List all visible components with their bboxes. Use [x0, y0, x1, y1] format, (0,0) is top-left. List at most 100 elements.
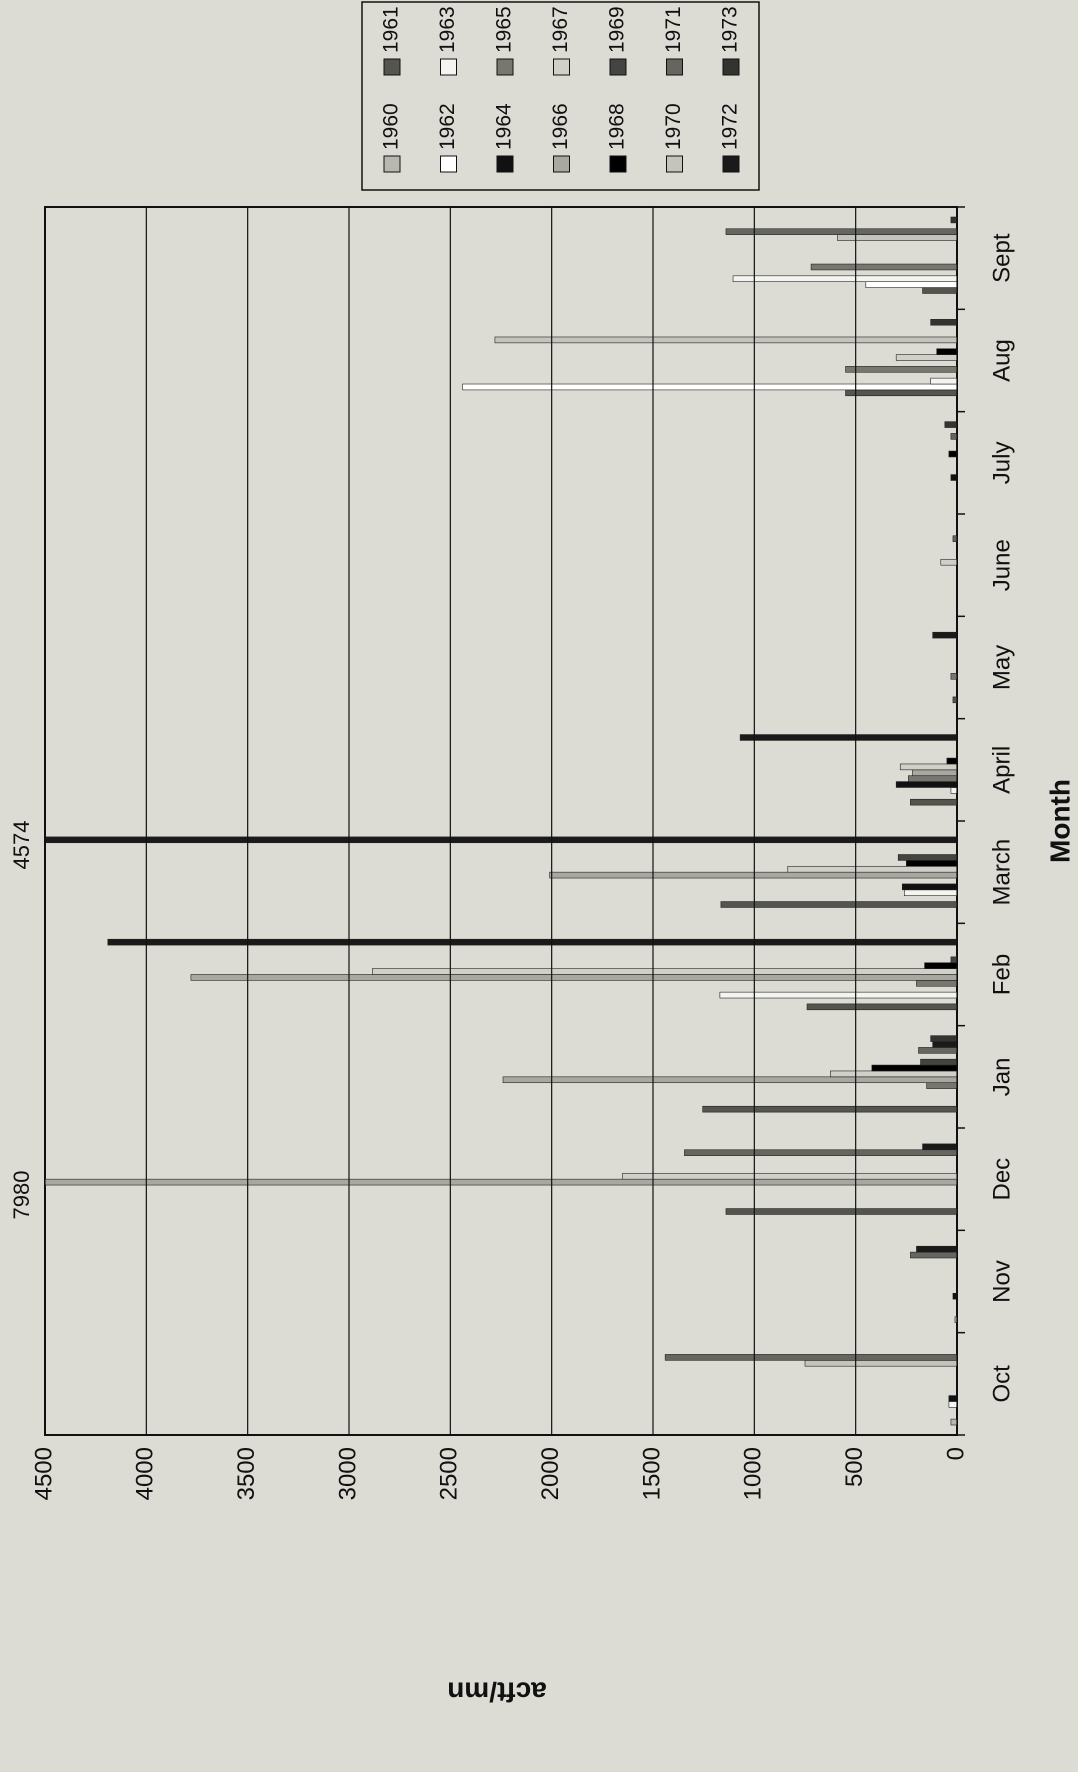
y-tick-label: 3500 [233, 1447, 260, 1500]
bar [720, 901, 957, 908]
bar [930, 1035, 957, 1042]
y-tick-label: 2500 [436, 1447, 463, 1500]
legend-swatch [440, 58, 457, 76]
bar [494, 336, 957, 344]
legend-label: 1972 [719, 103, 742, 150]
legend-swatch [609, 155, 627, 173]
bar [952, 1292, 957, 1300]
x-tick-label: May [988, 645, 1015, 690]
bar [372, 968, 957, 975]
x-tick-label: July [988, 441, 1015, 484]
bar [950, 787, 957, 794]
bar [926, 1082, 957, 1089]
x-tick-label: Aug [988, 339, 1015, 382]
bar [908, 775, 957, 782]
y-tick-label: 3000 [334, 1447, 361, 1500]
bar [732, 275, 957, 282]
legend-label: 1968 [606, 103, 629, 150]
legend-label: 1973 [719, 6, 742, 53]
bar [950, 956, 957, 964]
legend-label: 1963 [436, 6, 459, 53]
x-tick-label: Nov [988, 1260, 1015, 1303]
bar [940, 558, 957, 566]
legend-label: 1969 [606, 6, 629, 53]
bar [787, 865, 957, 873]
bar [916, 980, 957, 987]
bar [622, 1172, 957, 1180]
bar [702, 1105, 957, 1113]
bar [895, 354, 957, 361]
bar [895, 781, 957, 788]
bar [865, 281, 957, 288]
bar [190, 974, 957, 981]
y-tick-label: 500 [841, 1447, 868, 1487]
x-tick-label: June [988, 539, 1015, 591]
bar [916, 1245, 957, 1253]
bar [924, 962, 957, 969]
bar [950, 1418, 957, 1426]
bar [806, 1003, 957, 1011]
bar [810, 263, 957, 271]
y-tick-label: 4000 [132, 1447, 159, 1500]
y-tick-label: 2000 [537, 1447, 564, 1500]
bar [922, 287, 957, 294]
legend-label: 1964 [493, 103, 516, 150]
legend-label: 1970 [662, 103, 685, 150]
bar [920, 1058, 957, 1066]
bar [952, 535, 957, 542]
x-tick-label: Jan [988, 1057, 1015, 1096]
bar [107, 938, 957, 946]
bar [725, 228, 957, 235]
legend-swatch [553, 155, 570, 173]
legend-swatch [722, 58, 740, 76]
legend-label: 1971 [662, 6, 685, 53]
bar [918, 1047, 957, 1054]
y-tick-label: 1000 [740, 1447, 767, 1500]
bar [952, 696, 957, 704]
bars [45, 216, 957, 1426]
bar [45, 836, 957, 844]
annotation: 4574 [9, 821, 34, 870]
bar [950, 216, 957, 224]
bar [910, 1251, 957, 1259]
y-tick-label: 1500 [638, 1447, 665, 1500]
bar [936, 348, 957, 355]
bar [930, 377, 957, 385]
bar [904, 889, 957, 896]
bar [684, 1149, 957, 1156]
bar [948, 450, 957, 458]
annotation: 7980 [9, 1171, 34, 1220]
plot-frame [44, 206, 958, 1436]
legend-label: 1961 [380, 6, 403, 53]
legend-swatch [383, 155, 401, 173]
bar [45, 1178, 957, 1186]
rotated-chart: Month acft/mn 0 500 1000 1500 2000 2500 3000 35… [9, 1, 1075, 1708]
legend-swatch [666, 58, 683, 76]
bar [739, 734, 957, 741]
bar [948, 1395, 957, 1402]
bar [950, 673, 957, 680]
bar [830, 1070, 957, 1078]
x-tick-label: March [988, 839, 1015, 906]
legend-swatch [496, 58, 514, 76]
legend-swatch [496, 155, 514, 173]
bar [950, 474, 957, 481]
bar [462, 383, 957, 391]
bar [950, 433, 957, 440]
bar [664, 1354, 957, 1361]
bar [912, 769, 957, 777]
bar [932, 631, 957, 639]
bar [906, 860, 957, 867]
bar [897, 854, 957, 861]
bar [946, 757, 957, 765]
x-axis-title: Month [1044, 779, 1075, 863]
bar [899, 763, 957, 771]
bar [845, 366, 957, 373]
legend-label: 1965 [493, 6, 516, 53]
legend-swatch [666, 155, 683, 173]
x-tick-label: Feb [988, 954, 1015, 995]
bar [719, 991, 957, 999]
bar [725, 1208, 957, 1215]
bar [932, 1041, 957, 1048]
